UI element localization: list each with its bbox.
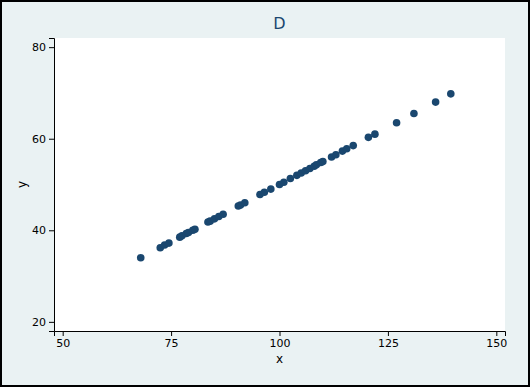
x-tick-mark: [280, 331, 281, 336]
y-axis-title: y: [15, 181, 29, 188]
y-tick-mark: [49, 230, 54, 231]
x-tick: 125: [378, 331, 399, 350]
x-axis-title: x: [276, 352, 283, 366]
x-tick-label: 125: [378, 337, 399, 350]
x-tick-label: 75: [165, 337, 179, 350]
point: [165, 239, 173, 247]
y-tick-label: 20: [32, 316, 46, 329]
y-tick-label: 40: [32, 224, 46, 237]
point: [349, 142, 357, 150]
x-tick-mark: [63, 331, 64, 336]
point: [287, 175, 295, 183]
chart: 50 75 100 125 150 20 40 60 80 Dx y: [0, 0, 530, 387]
points: [137, 90, 455, 261]
point: [219, 210, 227, 218]
point: [371, 130, 379, 138]
x-axis-line: [55, 332, 506, 337]
y-tick-label: 80: [32, 41, 46, 54]
x-tick: 100: [270, 331, 291, 350]
y-tick-label: 60: [32, 133, 46, 146]
frame: [0, 0, 530, 387]
point: [319, 158, 327, 166]
point: [332, 151, 340, 159]
x-tick-mark: [171, 331, 172, 336]
point: [241, 199, 249, 207]
point: [410, 110, 418, 118]
title: D: [273, 14, 285, 33]
point: [365, 134, 373, 142]
y-tick-mark: [49, 139, 54, 140]
y-tick: 60: [32, 133, 54, 146]
point: [343, 145, 351, 153]
point: [432, 98, 440, 106]
y-tick-mark: [49, 47, 54, 48]
y-tick-mark: [49, 322, 54, 323]
point: [447, 90, 455, 98]
y-tick: 80: [32, 41, 54, 54]
x-axis: 50 75 100 125 150: [55, 331, 508, 350]
point: [267, 185, 275, 193]
x-tick-mark: [496, 331, 497, 336]
y-axis: 20 40 60 80: [32, 39, 55, 332]
x-tick: 50: [56, 331, 70, 350]
x-tick-label: 150: [486, 337, 507, 350]
x-tick-label: 50: [56, 337, 70, 350]
point: [280, 178, 288, 186]
x-tick: 75: [165, 331, 179, 350]
plot-region: [54, 38, 505, 331]
point: [261, 188, 269, 196]
y-axis-line: [49, 39, 55, 332]
x-tick: 150: [486, 331, 507, 350]
y-tick: 40: [32, 224, 54, 237]
point: [191, 226, 199, 234]
x-tick-label: 100: [270, 337, 291, 350]
point: [137, 254, 145, 262]
x-tick-mark: [388, 331, 389, 336]
point: [393, 119, 401, 127]
graph-region: [2, 2, 528, 385]
y-tick: 20: [32, 316, 54, 329]
